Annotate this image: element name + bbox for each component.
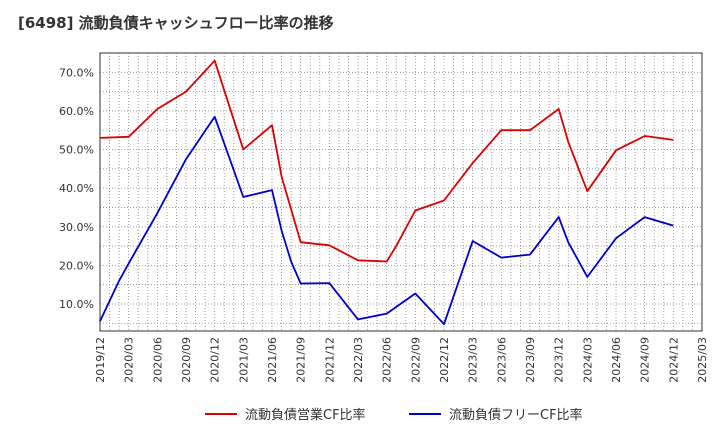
x-tick-label: 2021/09 [295,337,308,383]
x-tick-label: 2019/12 [94,337,107,383]
x-tick-label: 2024/06 [610,337,623,383]
x-tick-label: 2023/06 [495,337,508,383]
x-tick-label: 2022/06 [381,337,394,383]
x-tick-label: 2023/09 [524,337,537,383]
y-tick-label: 50.0% [59,144,94,157]
x-tick-label: 2021/12 [323,337,336,383]
y-tick-label: 10.0% [59,298,94,311]
x-tick-label: 2020/06 [151,337,164,383]
series-line-2 [99,115,674,326]
y-tick-label: 40.0% [59,182,94,195]
x-tick-label: 2022/03 [352,337,365,383]
chart-title: [6498] 流動負債キャッシュフロー比率の推移 [18,14,334,32]
x-tick-label: 2021/06 [266,337,279,383]
legend-label-2: 流動負債フリーCF比率 [449,407,583,423]
x-tick-label: 2022/09 [409,337,422,383]
x-tick-label: 2020/12 [209,337,222,383]
y-tick-label: 20.0% [59,259,94,272]
x-tick-label: 2022/12 [438,337,451,383]
legend-label-1: 流動負債営業CF比率 [245,407,366,423]
plot-area [100,53,702,331]
x-tick-label: 2020/09 [180,337,193,383]
x-tick-label: 2023/03 [467,337,480,383]
x-tick-label: 2020/03 [123,337,136,383]
y-tick-label: 60.0% [59,105,94,118]
x-tick-label: 2024/12 [667,337,680,383]
x-tick-label: 2025/03 [696,337,709,383]
x-tick-label: 2024/09 [639,337,652,383]
series-line-1 [99,59,674,263]
x-tick-label: 2024/03 [581,337,594,383]
plot-frame [99,52,703,332]
y-tick-label: 30.0% [59,221,94,234]
x-tick-label: 2023/12 [553,337,566,383]
x-tick-label: 2021/03 [237,337,250,383]
y-tick-label: 70.0% [59,66,94,79]
